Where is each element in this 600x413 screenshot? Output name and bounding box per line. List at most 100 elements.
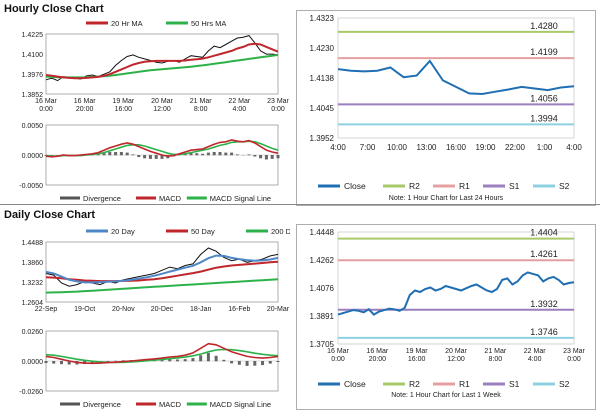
x-tick-label: 22:00 [505, 143, 526, 152]
legend-label: 20 Day [111, 227, 135, 236]
x-tick-label: 22 Mar 4:00 [524, 348, 546, 363]
x-tick-label: 23 Mar 0:00 [563, 348, 585, 363]
x-tick-label: 22 Mar 4:00 [228, 98, 250, 113]
chart-note: Note: 1 Hour Chart for Last 24 Hours [389, 195, 504, 202]
divergence-bar [214, 355, 218, 362]
x-tick-label: 20 Mar 12:00 [151, 98, 173, 113]
divergence-bar [114, 360, 118, 362]
divergence-bar [235, 154, 239, 156]
legend-label: MACD [159, 194, 182, 203]
level-label: 1.3746 [530, 327, 558, 337]
daily-price-chart: 20 Day 50 Day 200 Day 1.4488 1.3860 1.3232 1.2… [22, 227, 290, 313]
legend-label: MACD Signal Line [210, 194, 271, 203]
y-tick-label: 1.3852 [22, 92, 44, 99]
ma200-series [45, 278, 279, 294]
x-tick-label: 4:00 [566, 143, 582, 152]
y-tick-label: -0.0260 [19, 389, 43, 396]
hourly-macd-chart: 0.0050 0.0000 -0.0050 Divergence MACD MACD Si… [19, 123, 280, 203]
divergence-bar [201, 153, 205, 156]
chart-note: Note: 1 Hour Chart for Last 1 Week [391, 392, 501, 399]
divergence-bar [137, 155, 141, 158]
x-tick-label: 20-Nov [112, 306, 135, 313]
level-label: 1.4261 [530, 249, 558, 259]
x-tick-label: 16 Mar 0:00 [35, 98, 57, 113]
y-tick-label: 1.4100 [22, 52, 44, 59]
divergence-bar [154, 155, 158, 159]
x-tick-label: 16-Feb [228, 306, 250, 313]
legend-label: MACD [159, 400, 182, 409]
divergence-bar [237, 361, 241, 365]
divergence-bar [191, 358, 195, 362]
divergence-bar [119, 152, 123, 156]
y-tick-label: 0.0000 [22, 153, 44, 160]
plot-frame [45, 33, 279, 95]
x-tick-label: 19 Mar 16:00 [112, 98, 134, 113]
section-divider [0, 204, 600, 205]
divergence-bar [114, 152, 118, 156]
daily-macd-chart: 0.0260 0.0000 -0.0260 Divergence MACD MACD Si… [19, 329, 280, 409]
x-tick-label: 13:00 [416, 143, 437, 152]
x-tick-label: 23 Mar 0:00 [267, 98, 289, 113]
y-tick-label: 1.4230 [310, 44, 335, 53]
legend-label: R2 [409, 181, 420, 191]
x-tick-label: 1:00 [537, 143, 553, 152]
divergence-bar [131, 154, 135, 156]
ma20-series [45, 42, 279, 80]
divergence-bar [270, 155, 274, 159]
y-tick-label: 0.0000 [22, 359, 44, 366]
y-tick-label: 1.4225 [22, 32, 44, 39]
divergence-bar [253, 361, 257, 366]
legend-label: Close [344, 379, 366, 389]
divergence-bar [247, 154, 251, 156]
divergence-bar [276, 155, 280, 159]
divergence-bar [175, 359, 179, 362]
y-tick-label: 1.4045 [310, 104, 335, 113]
x-tick-label: 16 Mar 0:00 [327, 348, 349, 363]
legend-label: S1 [509, 181, 520, 191]
divergence-bar [268, 361, 272, 364]
legend-label: 50 Hrs MA [191, 19, 226, 28]
y-tick-label: 1.4138 [310, 74, 335, 83]
y-tick-label: 1.2604 [22, 300, 44, 307]
divergence-bar [106, 361, 110, 362]
close-series [337, 271, 575, 316]
x-tick-label: 22-Sep [35, 306, 58, 313]
divergence-bar [218, 152, 222, 156]
legend-label: Divergence [83, 400, 121, 409]
divergence-bar [212, 152, 216, 156]
hourly-title: Hourly Close Chart [4, 3, 104, 15]
y-tick-label: 1.3976 [22, 72, 44, 79]
divergence-bar [224, 152, 228, 156]
y-tick-label: 1.3891 [310, 312, 335, 321]
y-tick-label: 1.4448 [310, 228, 335, 237]
y-tick-label: 1.3232 [22, 280, 44, 287]
y-tick-label: 1.4323 [310, 14, 335, 23]
legend-label: S2 [559, 181, 570, 191]
y-tick-label: 1.3705 [310, 340, 335, 349]
ma50-series [45, 260, 279, 283]
x-tick-label: 19 Mar 16:00 [406, 348, 428, 363]
x-tick-label: 7:00 [360, 143, 376, 152]
y-tick-label: 0.0260 [22, 329, 44, 336]
divergence-bar [261, 361, 265, 366]
legend-label: S2 [559, 379, 570, 389]
legend-label: R1 [459, 181, 470, 191]
x-tick-label: 19-Oct [74, 306, 95, 313]
legend-label: Close [344, 181, 366, 191]
legend-label: 200 Day [271, 227, 290, 236]
divergence-bar [108, 152, 112, 156]
divergence-bar [143, 155, 147, 159]
x-tick-label: 19:00 [475, 143, 496, 152]
x-tick-label: 4:00 [330, 143, 346, 152]
legend-label: MACD Signal Line [210, 400, 271, 409]
macd-series [45, 139, 279, 158]
legend-label: S1 [509, 379, 520, 389]
x-tick-label: 18-Jan [190, 306, 212, 313]
ma20-series [45, 254, 279, 284]
y-tick-label: -0.0050 [19, 183, 43, 190]
level-label: 1.3994 [530, 113, 558, 123]
divergence-bar [195, 153, 199, 156]
legend-label: Divergence [83, 194, 121, 203]
divergence-bar [189, 152, 193, 156]
